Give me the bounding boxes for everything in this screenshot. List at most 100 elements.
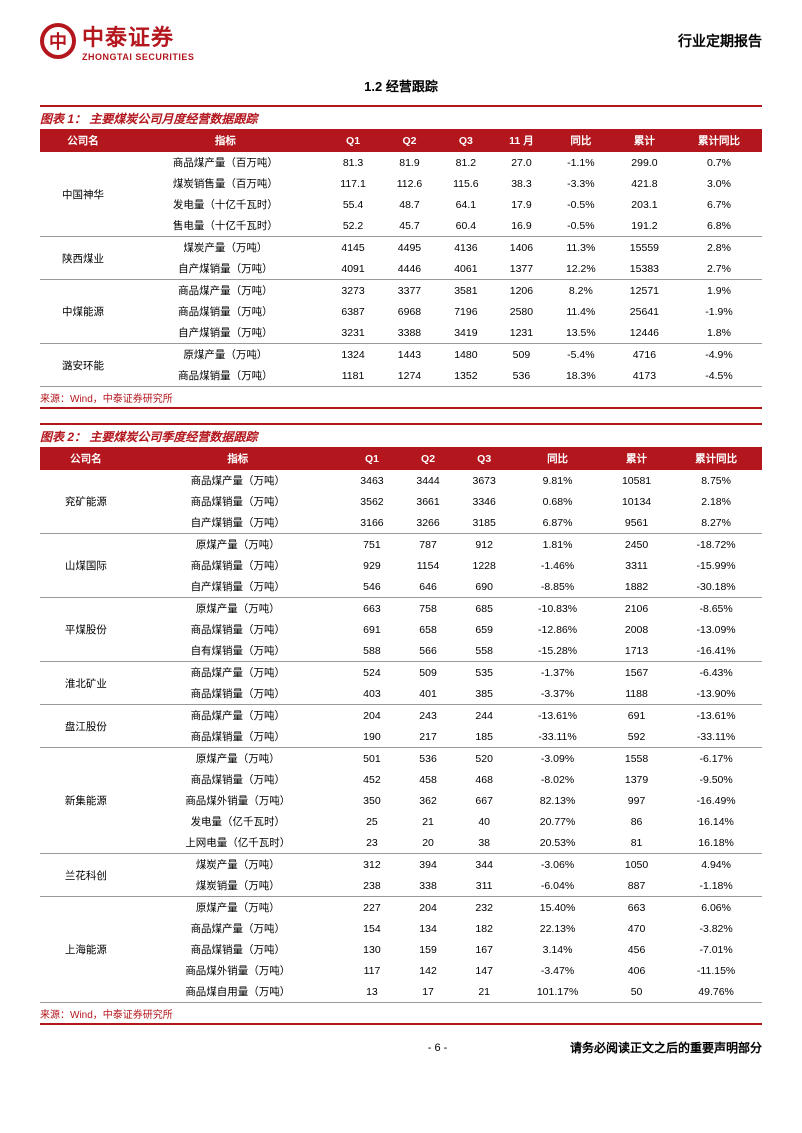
indicator-cell: 煤炭销售量（百万吨） xyxy=(126,173,325,194)
data-cell: 929 xyxy=(344,555,400,576)
data-cell: 421.8 xyxy=(613,173,676,194)
data-cell: 691 xyxy=(344,619,400,640)
data-cell: 182 xyxy=(456,918,512,939)
table-row: 商品煤销量（万吨）11811274135253618.3%4173-4.5% xyxy=(40,365,762,387)
data-cell: 81.3 xyxy=(325,152,381,173)
data-cell: 3661 xyxy=(400,491,456,512)
data-cell: 25641 xyxy=(613,301,676,322)
data-cell: -1.1% xyxy=(549,152,613,173)
table-2-col-header: 同比 xyxy=(512,447,603,470)
data-cell: 21 xyxy=(400,811,456,832)
data-cell: -1.46% xyxy=(512,555,603,576)
data-cell: 8.2% xyxy=(549,280,613,302)
data-cell: 690 xyxy=(456,576,512,598)
data-cell: 3166 xyxy=(344,512,400,534)
data-cell: 406 xyxy=(603,960,670,981)
data-cell: 17 xyxy=(400,981,456,1003)
data-cell: -11.15% xyxy=(670,960,762,981)
data-cell: 663 xyxy=(344,598,400,620)
data-cell: 15383 xyxy=(613,258,676,280)
data-cell: 1377 xyxy=(494,258,549,280)
table-row: 发电量（十亿千瓦时）55.448.764.117.9-0.5%203.16.7% xyxy=(40,194,762,215)
data-cell: 3.14% xyxy=(512,939,603,960)
data-cell: 1.9% xyxy=(676,280,762,302)
indicator-cell: 原煤产量（万吨） xyxy=(132,748,344,770)
data-cell: 468 xyxy=(456,769,512,790)
data-cell: 3266 xyxy=(400,512,456,534)
data-cell: 3419 xyxy=(438,322,494,344)
data-cell: -4.5% xyxy=(676,365,762,387)
data-cell: -16.41% xyxy=(670,640,762,662)
table-row: 盘江股份商品煤产量（万吨）204243244-13.61%691-13.61% xyxy=(40,705,762,727)
data-cell: -15.99% xyxy=(670,555,762,576)
data-cell: 204 xyxy=(400,897,456,919)
data-cell: 81.9 xyxy=(381,152,437,173)
indicator-cell: 原煤产量（万吨） xyxy=(132,534,344,556)
company-cell: 中国神华 xyxy=(40,152,126,237)
data-cell: 588 xyxy=(344,640,400,662)
table-row: 自产煤销量（万吨）546646690-8.85%1882-30.18% xyxy=(40,576,762,598)
chart-2-title-bar: 图表 2： 主要煤炭公司季度经营数据跟踪 xyxy=(40,423,762,447)
table-row: 商品煤产量（万吨）15413418222.13%470-3.82% xyxy=(40,918,762,939)
indicator-cell: 商品煤产量（万吨） xyxy=(132,918,344,939)
page-number: - 6 - xyxy=(305,1042,570,1054)
data-cell: 3311 xyxy=(603,555,670,576)
data-cell: 385 xyxy=(456,683,512,705)
data-cell: 3673 xyxy=(456,470,512,491)
table-1-col-header: 公司名 xyxy=(40,129,126,152)
data-cell: 3185 xyxy=(456,512,512,534)
data-cell: 299.0 xyxy=(613,152,676,173)
table-row: 自产煤销量（万吨）409144464061137712.2%153832.7% xyxy=(40,258,762,280)
data-cell: 536 xyxy=(400,748,456,770)
data-cell: 134 xyxy=(400,918,456,939)
data-cell: 1274 xyxy=(381,365,437,387)
indicator-cell: 商品煤销量（万吨） xyxy=(132,769,344,790)
table-row: 山煤国际原煤产量（万吨）7517879121.81%2450-18.72% xyxy=(40,534,762,556)
data-cell: 8.75% xyxy=(670,470,762,491)
data-cell: 3273 xyxy=(325,280,381,302)
data-cell: 4061 xyxy=(438,258,494,280)
data-cell: 15.40% xyxy=(512,897,603,919)
data-cell: 10134 xyxy=(603,491,670,512)
table-1: 公司名指标Q1Q2Q311 月同比累计累计同比 中国神华商品煤产量（百万吨）81… xyxy=(40,129,762,387)
data-cell: 38 xyxy=(456,832,512,854)
data-cell: 112.6 xyxy=(381,173,437,194)
data-cell: 159 xyxy=(400,939,456,960)
indicator-cell: 自有煤销量（万吨） xyxy=(132,640,344,662)
data-cell: 509 xyxy=(494,344,549,366)
data-cell: 204 xyxy=(344,705,400,727)
data-cell: 751 xyxy=(344,534,400,556)
data-cell: 16.18% xyxy=(670,832,762,854)
logo-cn: 中泰证券 xyxy=(82,20,194,52)
data-cell: 350 xyxy=(344,790,400,811)
data-cell: 691 xyxy=(603,705,670,727)
data-cell: 312 xyxy=(344,854,400,876)
data-cell: 86 xyxy=(603,811,670,832)
data-cell: -8.85% xyxy=(512,576,603,598)
indicator-cell: 商品煤销量（万吨） xyxy=(132,683,344,705)
table-2-col-header: 累计 xyxy=(603,447,670,470)
page-header: 中 中泰证券 ZHONGTAI SECURITIES 行业定期报告 xyxy=(40,20,762,62)
company-cell: 兰花科创 xyxy=(40,854,132,897)
data-cell: 2.7% xyxy=(676,258,762,280)
data-cell: 1181 xyxy=(325,365,381,387)
data-cell: 362 xyxy=(400,790,456,811)
table-row: 商品煤销量（万吨）1301591673.14%456-7.01% xyxy=(40,939,762,960)
data-cell: -1.9% xyxy=(676,301,762,322)
data-cell: 1154 xyxy=(400,555,456,576)
data-cell: -7.01% xyxy=(670,939,762,960)
indicator-cell: 售电量（十亿千瓦时） xyxy=(126,215,325,237)
data-cell: 191.2 xyxy=(613,215,676,237)
data-cell: 3.0% xyxy=(676,173,762,194)
table-2-col-header: 公司名 xyxy=(40,447,132,470)
data-cell: -9.50% xyxy=(670,769,762,790)
data-cell: 1324 xyxy=(325,344,381,366)
company-cell: 新集能源 xyxy=(40,748,132,854)
table-1-col-header: 11 月 xyxy=(494,129,549,152)
data-cell: 115.6 xyxy=(438,173,494,194)
table-row: 自有煤销量（万吨）588566558-15.28%1713-16.41% xyxy=(40,640,762,662)
data-cell: -3.47% xyxy=(512,960,603,981)
data-cell: 452 xyxy=(344,769,400,790)
table-row: 淮北矿业商品煤产量（万吨）524509535-1.37%1567-6.43% xyxy=(40,662,762,684)
indicator-cell: 商品煤产量（万吨） xyxy=(126,280,325,302)
